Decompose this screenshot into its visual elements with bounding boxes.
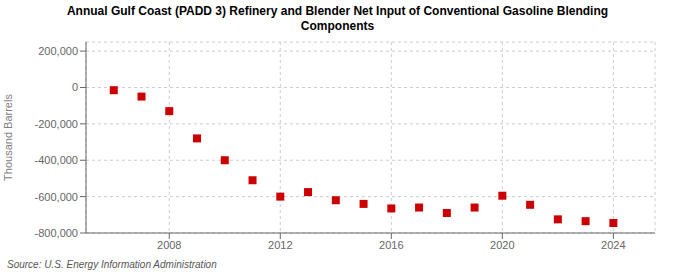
- svg-text:-400,000: -400,000: [35, 154, 78, 166]
- svg-text:2020: 2020: [490, 239, 514, 251]
- svg-text:Thousand Barrels: Thousand Barrels: [8, 94, 14, 181]
- svg-text:2012: 2012: [268, 239, 292, 251]
- svg-text:-800,000: -800,000: [35, 227, 78, 239]
- svg-text:0: 0: [72, 81, 78, 93]
- svg-text:2008: 2008: [157, 239, 181, 251]
- svg-text:2016: 2016: [379, 239, 403, 251]
- svg-text:200,000: 200,000: [38, 45, 78, 57]
- svg-text:2024: 2024: [601, 239, 625, 251]
- svg-text:-200,000: -200,000: [35, 118, 78, 130]
- html-text:Source: U.S. Energy Informatio: Source: U.S. Energy Information Administ…: [7, 259, 217, 270]
- svg-text:-600,000: -600,000: [35, 191, 78, 203]
- html-text:Annual Gulf Coast (PADD 3) Ref: Annual Gulf Coast (PADD 3) Refinery and …: [66, 4, 609, 33]
